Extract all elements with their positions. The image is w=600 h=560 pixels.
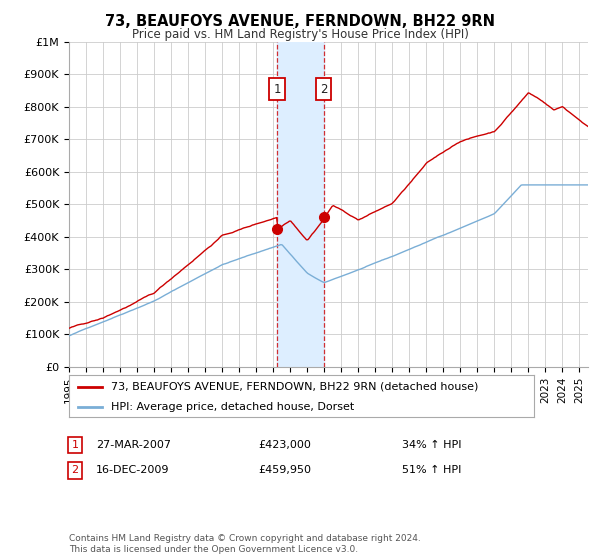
Bar <box>277 42 323 367</box>
Text: 73, BEAUFOYS AVENUE, FERNDOWN, BH22 9RN (detached house): 73, BEAUFOYS AVENUE, FERNDOWN, BH22 9RN … <box>111 382 478 392</box>
Text: 1: 1 <box>274 82 281 96</box>
Text: 2: 2 <box>320 82 328 96</box>
Text: 73, BEAUFOYS AVENUE, FERNDOWN, BH22 9RN: 73, BEAUFOYS AVENUE, FERNDOWN, BH22 9RN <box>105 14 495 29</box>
Text: 27-MAR-2007: 27-MAR-2007 <box>96 440 171 450</box>
Text: Price paid vs. HM Land Registry's House Price Index (HPI): Price paid vs. HM Land Registry's House … <box>131 28 469 41</box>
Text: This data is licensed under the Open Government Licence v3.0.: This data is licensed under the Open Gov… <box>69 545 358 554</box>
Text: HPI: Average price, detached house, Dorset: HPI: Average price, detached house, Dors… <box>111 402 354 412</box>
Text: 1: 1 <box>71 440 79 450</box>
Text: 16-DEC-2009: 16-DEC-2009 <box>96 465 170 475</box>
Text: 51% ↑ HPI: 51% ↑ HPI <box>402 465 461 475</box>
Text: £459,950: £459,950 <box>258 465 311 475</box>
Text: 34% ↑ HPI: 34% ↑ HPI <box>402 440 461 450</box>
Text: £423,000: £423,000 <box>258 440 311 450</box>
Text: Contains HM Land Registry data © Crown copyright and database right 2024.: Contains HM Land Registry data © Crown c… <box>69 534 421 543</box>
Text: 2: 2 <box>71 465 79 475</box>
